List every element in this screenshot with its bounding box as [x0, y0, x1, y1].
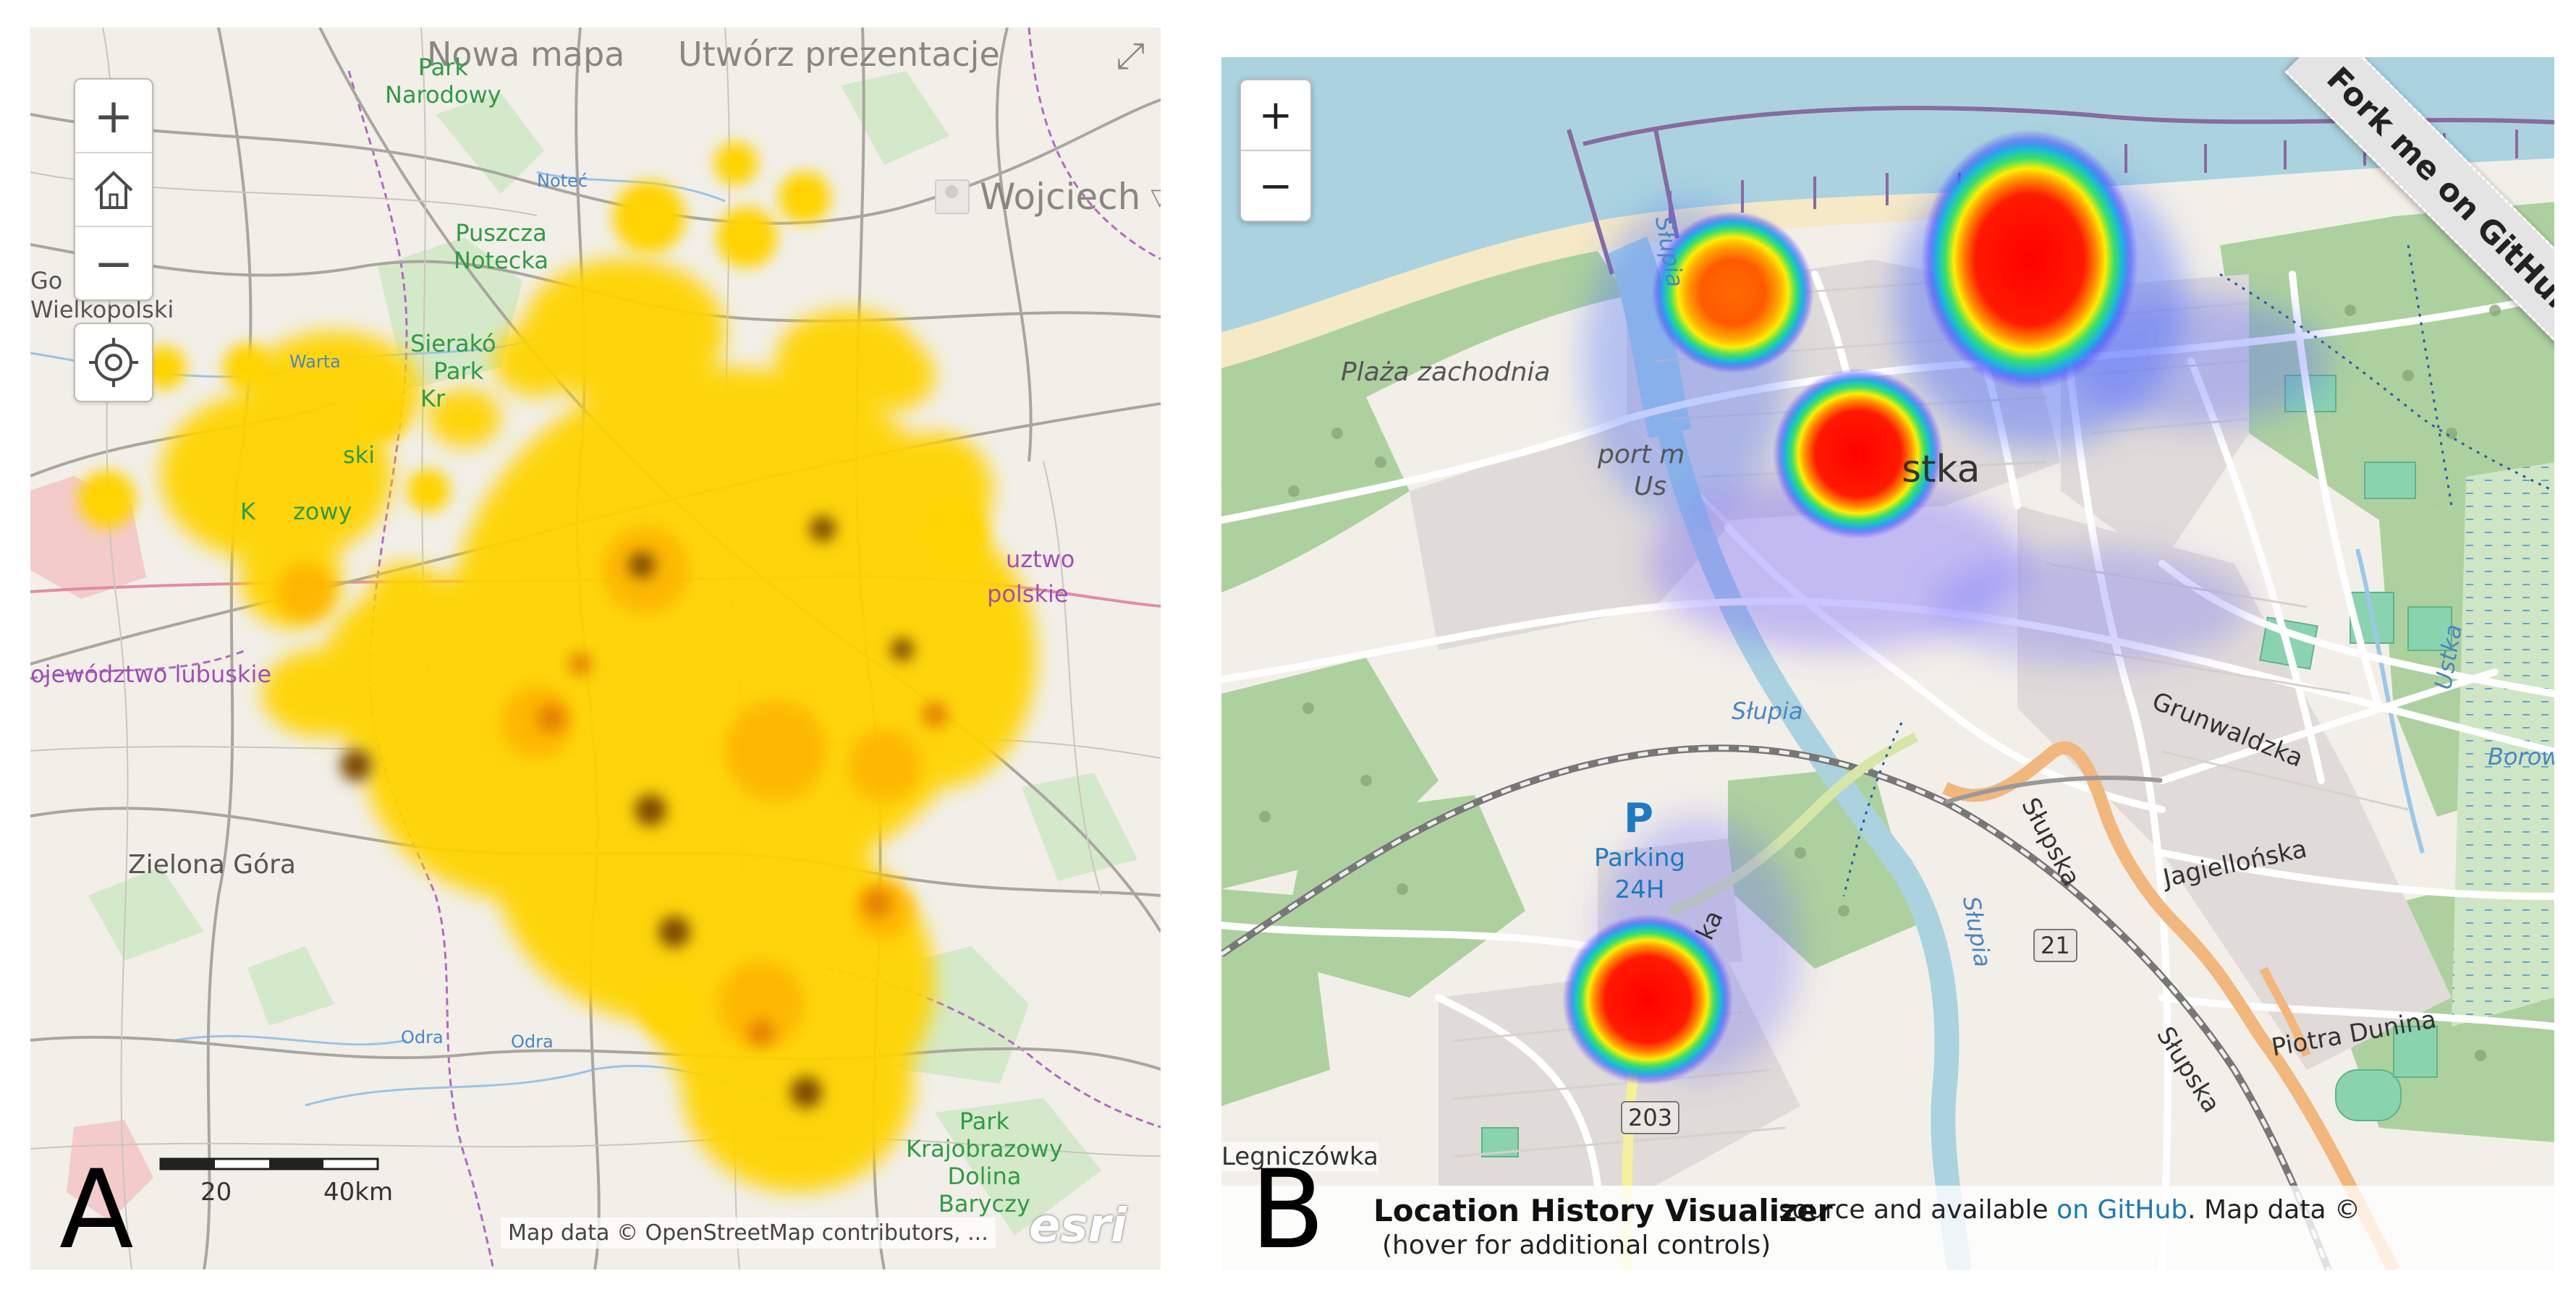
- label-line: Parking: [1594, 843, 1686, 872]
- label-line: Kr: [420, 385, 446, 412]
- attribution: Map data © OpenStreetMap contributors, .…: [501, 1217, 996, 1249]
- label-slupia-2: Słupia: [1732, 697, 1803, 725]
- zoom-in-button[interactable]: +: [1241, 80, 1310, 151]
- label-warta: Warta: [289, 352, 341, 372]
- label-legniczowka: Legniczówka: [1221, 1142, 1378, 1171]
- road-shield-21: 21: [2033, 929, 2077, 962]
- label-puszcza-notecka: Puszcza Notecka: [454, 219, 548, 274]
- label-sierakow: Sierakó Park Kr: [410, 330, 496, 412]
- zoom-in-button[interactable]: +: [75, 80, 152, 153]
- label-line: K: [240, 498, 255, 525]
- label-notec: Noteć: [537, 171, 588, 191]
- map-panel-a[interactable]: Nowa mapa Utwórz prezentacje ⤢ Wojciech …: [30, 27, 1161, 1270]
- expand-icon[interactable]: ⤢: [1116, 35, 1145, 77]
- home-icon: [94, 171, 133, 209]
- scale-bar-graphic: [159, 1157, 379, 1170]
- user-name: Wojciech: [980, 176, 1141, 218]
- basemap-b: [1221, 57, 2554, 1270]
- label-line: Notecka: [454, 247, 548, 274]
- label-line: Narodowy: [385, 81, 501, 109]
- scale-label-40km: 40km: [323, 1178, 394, 1207]
- label-line: Park: [418, 54, 468, 81]
- label-wielkopolskie-2: polskie: [987, 580, 1069, 608]
- user-avatar-icon: [935, 179, 970, 214]
- label-line: 24H: [1614, 875, 1665, 904]
- zoom-out-button[interactable]: −: [93, 235, 134, 292]
- panel-label-a: A: [59, 1147, 134, 1273]
- label-park-krajobrazowy-dolina-baryczy: Park Krajobrazowy Dolina Baryczy: [906, 1108, 1063, 1217]
- label-parking: Parking 24H: [1594, 842, 1685, 906]
- home-button[interactable]: [75, 153, 152, 227]
- label-line: port m: [1598, 440, 1685, 469]
- label-wielkopolskie-1: uztwo: [1006, 545, 1075, 573]
- label-line: Park: [959, 1108, 1009, 1135]
- zoom-out-button[interactable]: −: [1258, 162, 1293, 210]
- label-lubuskie: ojewództwo lubuskie: [30, 660, 272, 688]
- label-krzyz: ski: [343, 441, 375, 469]
- label-zielona-gora: Zielona Góra: [128, 850, 296, 880]
- label-town-ustka: stka: [1902, 448, 1980, 491]
- app-subtitle[interactable]: (hover for additional controls): [1382, 1231, 1771, 1260]
- label-line: Us: [1634, 472, 1667, 501]
- scale-label-20: 20: [200, 1178, 232, 1207]
- app-title: Location History Visualizer: [1373, 1193, 1833, 1228]
- menu-new-map[interactable]: Nowa mapa: [427, 35, 625, 74]
- credit-text: source and available: [1779, 1195, 2057, 1225]
- locate-button[interactable]: [74, 323, 153, 402]
- user-menu[interactable]: Wojciech ▽: [935, 176, 1161, 218]
- scale-bar: [153, 1156, 385, 1199]
- label-port: port m Us: [1598, 439, 1685, 503]
- credit-line: source and available on GitHub. Map data…: [1779, 1195, 2360, 1225]
- info-box: [1221, 1186, 2554, 1270]
- label-line: Dolina: [947, 1163, 1022, 1190]
- label-line: Baryczy: [938, 1190, 1030, 1217]
- locate-icon: [89, 338, 138, 387]
- zoom-control: + −: [1240, 79, 1312, 222]
- menu-create-presentation[interactable]: Utwórz prezentacje: [678, 35, 1000, 74]
- label-odra-1: Odra: [401, 1027, 444, 1047]
- label-borowina: Borowin: [2488, 743, 2554, 770]
- credit-text-post: . Map data ©: [2187, 1195, 2360, 1225]
- map-controls: + −: [74, 78, 153, 301]
- label-line: Sierakó: [410, 330, 496, 357]
- panel-label-b: B: [1250, 1147, 1325, 1273]
- label-line: Puszcza: [455, 219, 547, 247]
- label-line: Park: [433, 357, 484, 385]
- label-line: Krajobrazowy: [906, 1135, 1063, 1163]
- label-line: ski: [343, 441, 376, 469]
- label-line: zowy: [292, 498, 352, 525]
- github-link[interactable]: on GitHub: [2056, 1195, 2188, 1225]
- label-park-narodowy: Park Narodowy: [385, 54, 501, 109]
- parking-icon: P: [1624, 795, 1654, 842]
- esri-logo: esri: [1029, 1199, 1127, 1253]
- basemap-a: [30, 27, 1161, 1270]
- map-panel-b[interactable]: Plaża zachodnia port m Us stka P Parking…: [1221, 57, 2554, 1270]
- road-shield-203: 203: [1621, 1101, 1680, 1134]
- dropdown-icon: ▽: [1151, 183, 1161, 211]
- label-line: Go: [30, 267, 63, 294]
- label-beach: Plaża zachodnia: [1341, 357, 1551, 387]
- label-odra-2: Odra: [511, 1032, 554, 1052]
